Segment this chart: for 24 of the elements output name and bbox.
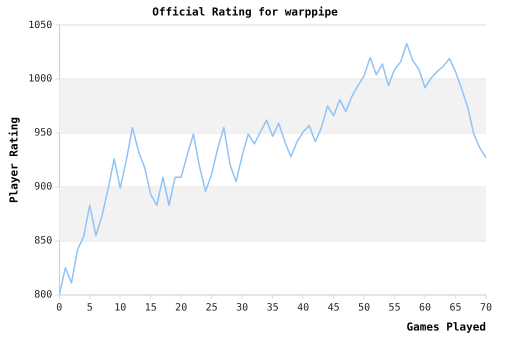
y-tick-label: 1050 <box>28 20 52 31</box>
x-tick-label: 45 <box>328 302 340 314</box>
y-tick-label: 800 <box>34 289 52 300</box>
x-tick-label: 25 <box>206 302 218 314</box>
x-tick-label: 65 <box>449 302 462 314</box>
x-axis-title: Games Played <box>406 320 486 334</box>
chart-title: Official Rating for warppipe <box>152 5 338 18</box>
x-tick-label: 15 <box>144 302 157 314</box>
y-axis-title: Player Rating <box>7 116 20 204</box>
x-tick-label: 35 <box>266 302 279 314</box>
x-tick-label: 60 <box>419 302 432 314</box>
y-tick-label: 1000 <box>28 74 52 85</box>
x-tick-label: 70 <box>480 302 492 314</box>
x-tick-label: 55 <box>388 302 401 314</box>
x-tick-label: 20 <box>175 302 188 314</box>
x-tick-label: 30 <box>236 302 248 314</box>
x-tick-label: 40 <box>297 302 310 314</box>
x-tick-label: 0 <box>56 302 62 314</box>
y-tick-label: 900 <box>34 182 52 193</box>
y-tick-label: 850 <box>34 235 52 246</box>
x-tick-label: 10 <box>114 302 126 314</box>
x-tick-label: 50 <box>358 302 370 314</box>
y-tick-label: 950 <box>34 128 52 139</box>
x-tick-label: 5 <box>86 302 93 314</box>
